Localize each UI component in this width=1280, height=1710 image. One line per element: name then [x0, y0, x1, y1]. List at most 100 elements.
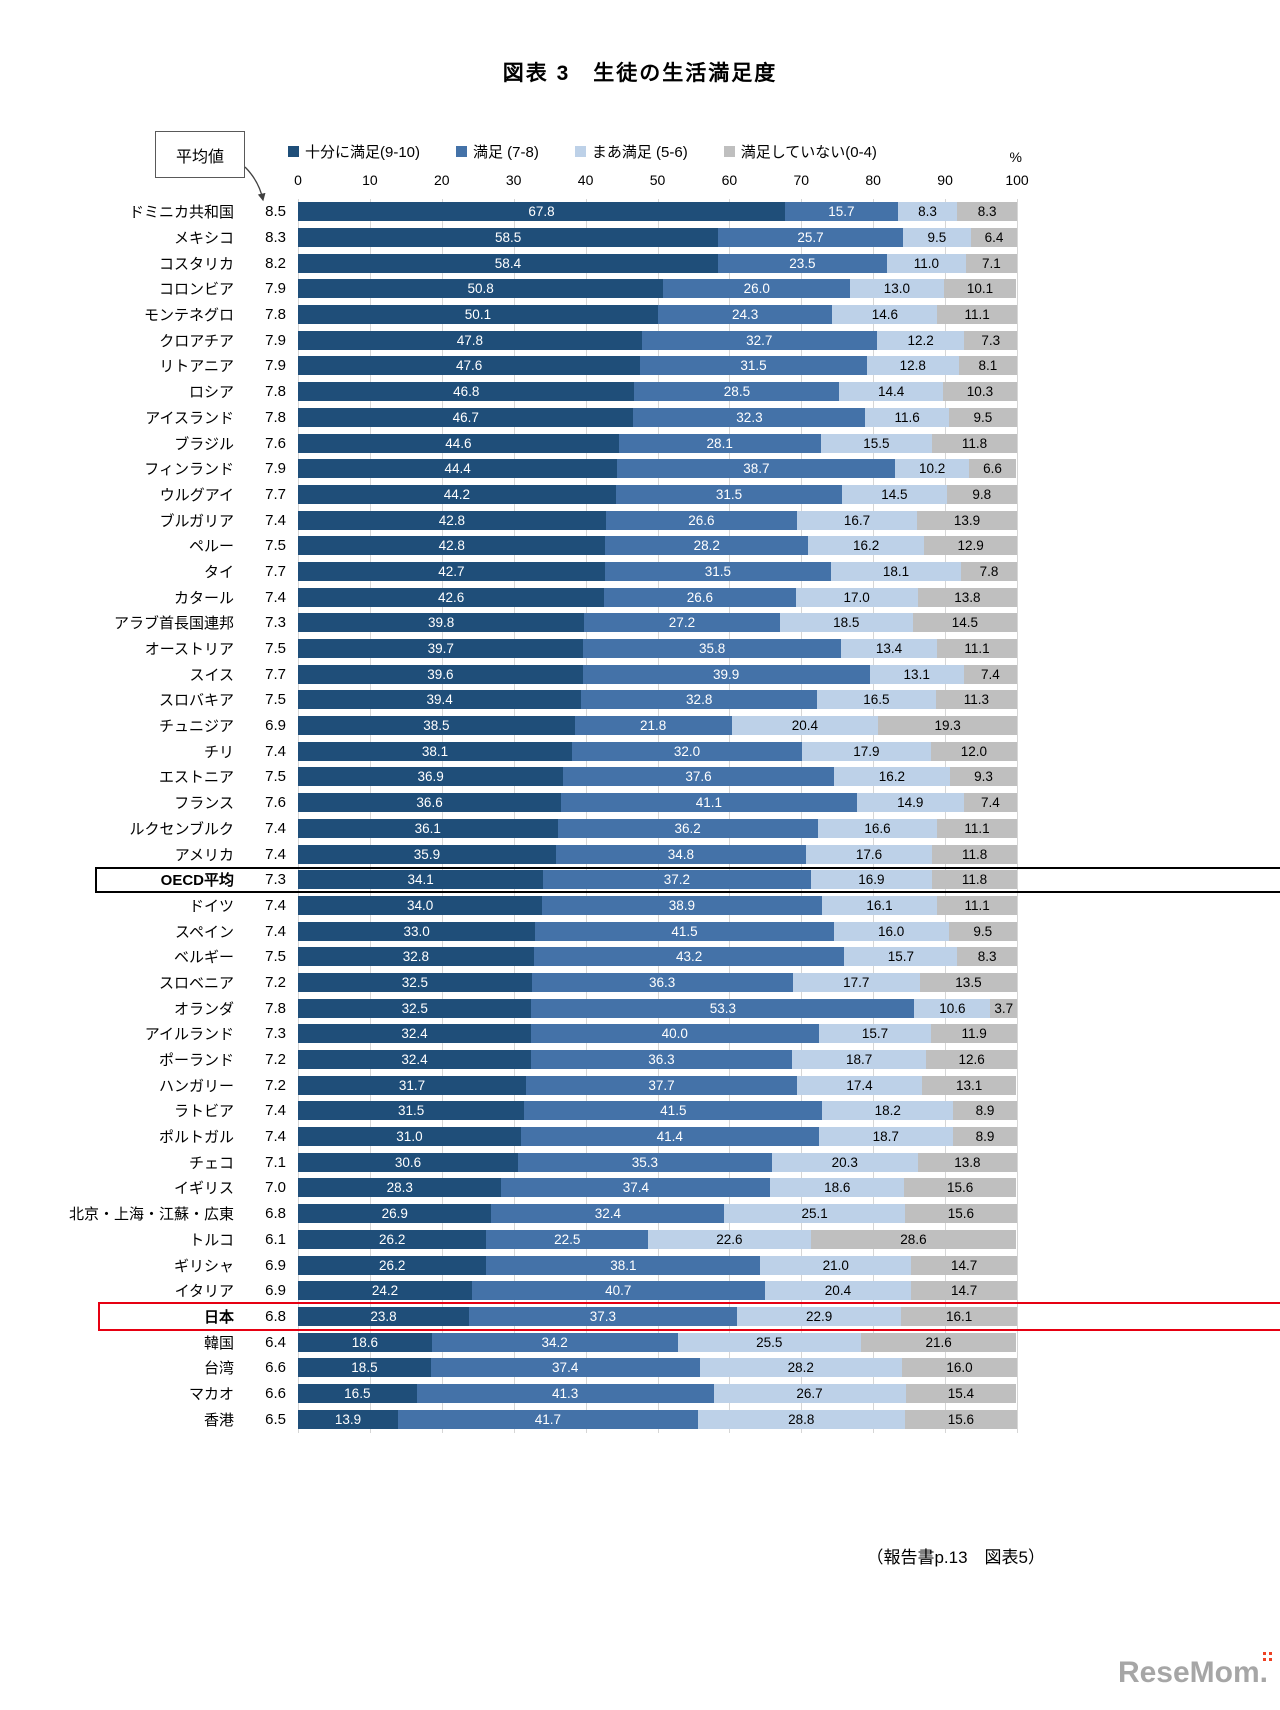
- bar-segment: 11.1: [937, 818, 1017, 838]
- stacked-bar: 35.9 34.8 17.6 11.8: [298, 844, 1017, 864]
- chart-row: 香港 6.5 13.9 41.7 28.8 15.6: [0, 1406, 1280, 1432]
- legend-label: 満足 (7-8): [473, 144, 539, 161]
- country-label: OECD平均: [160, 872, 234, 890]
- bar-segment: 16.2: [833, 767, 951, 787]
- legend-swatch-icon: [574, 146, 586, 157]
- bar-segment: 36.1: [298, 818, 558, 838]
- avg-value: 7.8: [265, 408, 286, 426]
- bar-segment: 16.6: [817, 818, 938, 838]
- bar-segment: 17.0: [795, 587, 918, 607]
- country-label: チェコ: [188, 1154, 234, 1172]
- bar-segment: 16.9: [810, 870, 933, 890]
- gridline: [801, 199, 803, 1433]
- chart-row: フィンランド 7.9 44.4 38.7 10.2 6.6: [0, 456, 1280, 482]
- bar-segment: 38.5: [298, 716, 575, 736]
- bar-segment: 19.3: [878, 716, 1017, 736]
- bar-segment: 36.3: [530, 1050, 792, 1070]
- stacked-bar: 39.7 35.8 13.4 11.1: [298, 639, 1017, 659]
- country-label: チリ: [203, 743, 234, 761]
- bar-segment: 11.9: [931, 1024, 1017, 1044]
- bar-segment: 14.5: [842, 484, 947, 504]
- bar-segment: 7.8: [960, 561, 1017, 581]
- chart-row: ベルギー 7.5 32.8 43.2 15.7 8.3: [0, 944, 1280, 970]
- bar-segment: 41.7: [397, 1409, 698, 1429]
- stacked-bar: 16.5 41.3 26.7 15.4: [298, 1383, 1017, 1403]
- chart-row: エストニア 7.5 36.9 37.6 16.2 9.3: [0, 764, 1280, 790]
- bar-segment: 28.5: [634, 382, 840, 402]
- avg-value: 7.4: [265, 1102, 286, 1120]
- country-label: イギリス: [173, 1180, 234, 1198]
- bar-segment: 37.4: [501, 1178, 771, 1198]
- chart-title: 図表 3 生徒の生活満足度: [502, 62, 778, 85]
- bar-segment: 8.3: [897, 202, 958, 222]
- bar-segment: 36.2: [557, 818, 818, 838]
- bar-segment: 53.3: [531, 998, 915, 1018]
- bar-segment: 11.3: [935, 690, 1017, 710]
- country-label: ウルグアイ: [159, 486, 234, 504]
- bar-segment: 25.5: [677, 1332, 861, 1352]
- bar-segment: 28.2: [699, 1358, 903, 1378]
- bar-segment: 16.1: [901, 1306, 1017, 1326]
- bar-segment: 39.4: [298, 690, 582, 710]
- stacked-bar: 36.9 37.6 16.2 9.3: [298, 767, 1017, 787]
- bar-segment: 13.0: [850, 279, 944, 299]
- avg-value: 7.9: [265, 460, 286, 478]
- avg-value: 8.3: [265, 229, 286, 247]
- bar-segment: 26.2: [298, 1229, 487, 1249]
- bar-segment: 14.7: [911, 1255, 1017, 1275]
- stacked-bar: 58.4 23.5 11.0 7.1: [298, 253, 1017, 273]
- bar-segment: 24.3: [657, 305, 833, 325]
- chart-row: オーストリア 7.5 39.7 35.8 13.4 11.1: [0, 636, 1280, 662]
- country-label: スペイン: [175, 923, 234, 941]
- bar-segment: 32.8: [298, 947, 534, 967]
- avg-value: 7.4: [265, 819, 286, 837]
- country-label: ペルー: [188, 538, 234, 556]
- chart-row: ブルガリア 7.4 42.8 26.6 16.7 13.9: [0, 507, 1280, 533]
- chart-row: オランダ 7.8 32.5 53.3 10.6 3.7: [0, 995, 1280, 1021]
- bar-segment: 32.4: [298, 1024, 531, 1044]
- bar-segment: 30.6: [298, 1152, 518, 1172]
- avg-value: 7.0: [265, 1179, 286, 1197]
- bar-segment: 17.9: [802, 741, 931, 761]
- bar-segment: 36.9: [298, 767, 564, 787]
- bar-segment: 38.7: [617, 459, 896, 479]
- bar-segment: 12.6: [926, 1050, 1017, 1070]
- chart-row: ハンガリー 7.2 31.7 37.7 17.4 13.1: [0, 1072, 1280, 1098]
- avg-value: 7.4: [265, 511, 286, 529]
- bar-segment: 14.5: [912, 613, 1017, 633]
- chart-row: リトアニア 7.9 47.6 31.5 12.8 8.1: [0, 353, 1280, 379]
- country-label: スロベニア: [158, 974, 234, 992]
- avg-value: 7.5: [265, 768, 286, 786]
- bar-segment: 12.9: [924, 536, 1017, 556]
- bar-segment: 35.3: [518, 1152, 772, 1172]
- stacked-bar: 26.2 22.5 22.6 28.6: [298, 1229, 1017, 1249]
- chart-row: OECD平均 7.3 34.1 37.2 16.9 11.8: [0, 866, 1280, 893]
- chart-row: 北京・上海・江蘇・広東 6.8 26.9 32.4 25.1 15.6: [0, 1201, 1280, 1227]
- bar-segment: 42.8: [298, 510, 606, 530]
- avg-value: 7.8: [265, 383, 286, 401]
- country-label: フランス: [174, 795, 234, 813]
- average-arrow: [244, 166, 266, 202]
- bar-segment: 44.6: [298, 433, 619, 453]
- chart-row: メキシコ 8.3 58.5 25.7 9.5 6.4: [0, 225, 1280, 251]
- chart-row: カタール 7.4 42.6 26.6 17.0 13.8: [0, 584, 1280, 610]
- country-label: 香港: [203, 1411, 234, 1429]
- avg-value: 7.1: [265, 1153, 286, 1171]
- bar-segment: 22.5: [486, 1229, 649, 1249]
- bar-segment: 42.8: [298, 536, 606, 556]
- chart-row: モンテネグロ 7.8 50.1 24.3 14.6 11.1: [0, 302, 1280, 328]
- avg-value: 7.3: [265, 871, 286, 889]
- country-label: メキシコ: [173, 230, 234, 248]
- bar-segment: 31.7: [298, 1075, 526, 1095]
- bar-segment: 18.5: [298, 1358, 431, 1378]
- bar-segment: 26.2: [298, 1255, 487, 1275]
- bar-segment: 50.8: [298, 279, 664, 299]
- bar-segment: 18.5: [779, 613, 913, 633]
- axis-tick-label: 0: [294, 172, 302, 188]
- bar-segment: 11.0: [886, 253, 966, 273]
- stacked-bar: 38.5 21.8 20.4 19.3: [298, 716, 1017, 736]
- chart-row: ブラジル 7.6 44.6 28.1 15.5 11.8: [0, 430, 1280, 456]
- bar-segment: 11.1: [937, 305, 1017, 325]
- avg-value: 7.7: [265, 665, 286, 683]
- bar-segment: 13.1: [922, 1075, 1017, 1095]
